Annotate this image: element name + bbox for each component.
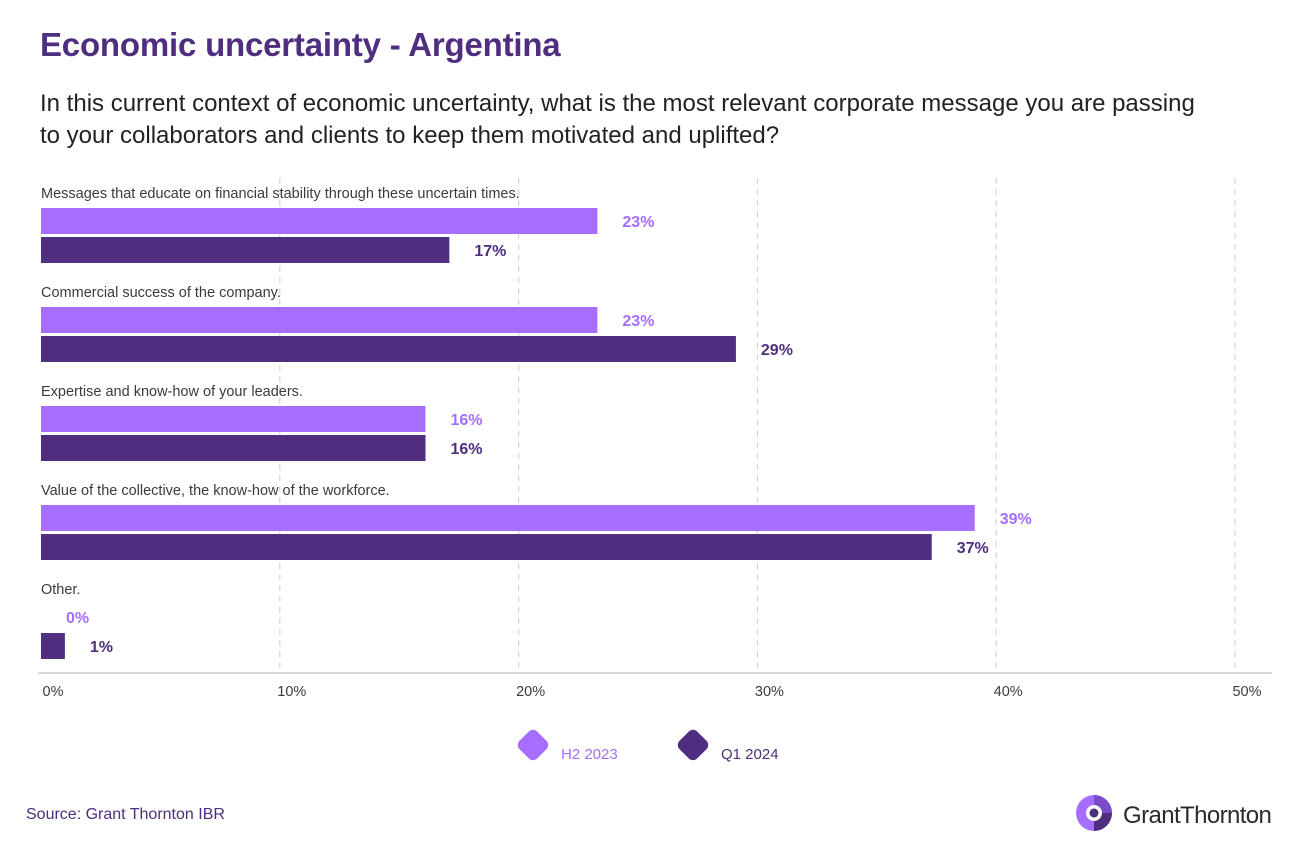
category-label: Other. (41, 582, 81, 598)
data-label: 37% (957, 540, 989, 557)
legend-label: Q1 2024 (721, 746, 779, 763)
data-label: 17% (474, 243, 506, 260)
data-label: 0% (66, 610, 89, 627)
bar-q1-2024 (41, 336, 736, 362)
bar-q1-2024 (41, 237, 450, 263)
bar-q1-2024 (41, 435, 426, 461)
grant-thornton-logo-icon (1075, 794, 1113, 837)
source-note: Source: Grant Thornton IBR (26, 806, 225, 823)
data-label: 16% (450, 441, 482, 458)
x-tick-label: 40% (994, 684, 1023, 700)
bar-h2-2023 (41, 307, 598, 333)
legend-marker-icon (677, 729, 709, 761)
legend-label: H2 2023 (561, 746, 618, 763)
data-label: 23% (622, 214, 654, 231)
category-label: Value of the collective, the know-how of… (41, 483, 390, 499)
category-label: Expertise and know-how of your leaders. (41, 384, 303, 400)
grant-thornton-logo: GrantThornton (1075, 794, 1272, 837)
category-label: Messages that educate on financial stabi… (41, 186, 520, 202)
bar-h2-2023 (41, 505, 975, 531)
bar-q1-2024 (41, 534, 932, 560)
bar-h2-2023 (41, 208, 598, 234)
legend-marker-icon (517, 729, 549, 761)
bar-h2-2023 (41, 406, 426, 432)
chart-title: Economic uncertainty - Argentina (40, 26, 561, 63)
data-label: 39% (1000, 511, 1032, 528)
x-tick-label: 0% (43, 684, 64, 700)
x-tick-label: 30% (755, 684, 784, 700)
data-label: 23% (622, 313, 654, 330)
category-label: Commercial success of the company. (41, 285, 281, 301)
bar-chart: 0% 10% 20% 30% 40% 50% Messages that educate o… (38, 178, 1272, 763)
x-tick-label: 20% (516, 684, 545, 700)
x-tick-label: 10% (277, 684, 306, 700)
data-label: 29% (761, 342, 793, 359)
bar-q1-2024 (41, 633, 65, 659)
x-tick-label: 50% (1232, 684, 1261, 700)
chart-subtitle: In this current context of economic unce… (40, 90, 1195, 149)
data-label: 16% (450, 412, 482, 429)
logo-wordmark: GrantThornton (1123, 801, 1272, 829)
data-label: 1% (90, 639, 113, 656)
